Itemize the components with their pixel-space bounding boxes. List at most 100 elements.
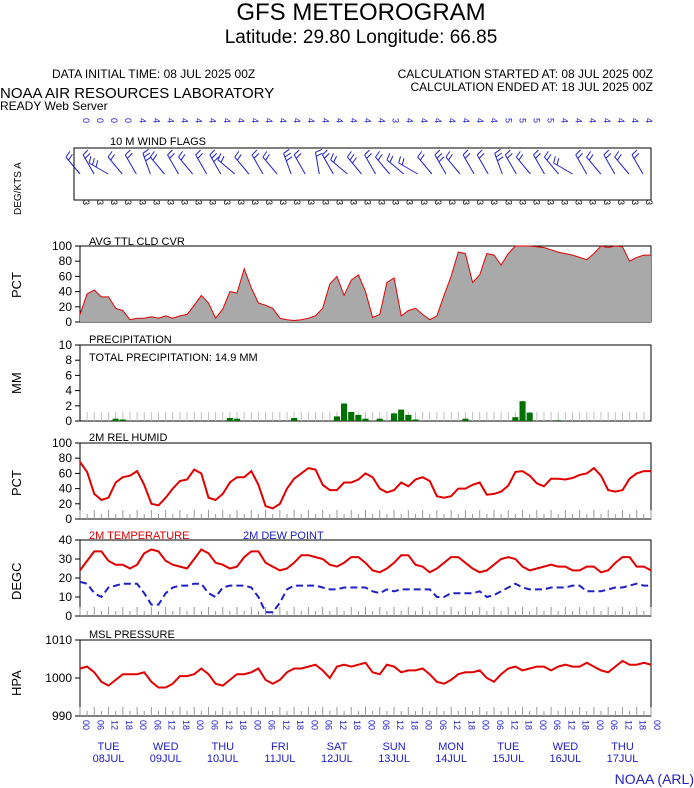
wind-barb-staff: [515, 156, 531, 175]
wind-barb-feather: [504, 149, 511, 156]
cloud-cover-line: [79, 245, 651, 322]
wind-barb-staff: [386, 159, 405, 175]
wind-top-label: 4: [334, 118, 344, 123]
wind-barb: [124, 149, 137, 175]
wind-barb: [445, 151, 461, 175]
wind-barb-feather: [438, 156, 445, 163]
wind-barb: [462, 149, 475, 175]
wind-top-label: 3: [391, 118, 401, 123]
wind-barb: [251, 149, 264, 175]
precip-ytick-label: 8: [65, 353, 72, 367]
x-hour-label: 18: [638, 720, 648, 730]
wind-barb: [195, 149, 208, 175]
wind-barb-feather: [575, 149, 581, 156]
wind-bottom-label: 3: [602, 200, 612, 205]
wind-barb-feather: [95, 160, 99, 168]
wind-barb-feather: [262, 151, 268, 158]
x-hour-label: 18: [581, 720, 591, 730]
wind-bottom-label: 3: [363, 200, 373, 205]
x-hour-label: 06: [495, 720, 505, 730]
wind-barb: [504, 149, 517, 175]
wind-barb-staff: [462, 154, 475, 175]
wind-bottom-label: 3: [546, 200, 556, 205]
wind-barb-feather: [142, 148, 149, 154]
wind-top-label: 0: [123, 118, 133, 123]
wind-barb-feather: [349, 154, 355, 161]
precip-ytick-label: 10: [59, 338, 73, 352]
temperature-line: [79, 548, 652, 574]
wind-top-label: 4: [447, 118, 457, 123]
wind-top-label: 4: [419, 118, 429, 123]
x-hour-label: 12: [224, 720, 234, 730]
wind-barb: [476, 149, 489, 175]
x-day-name: THU: [211, 741, 234, 753]
wind-barb-feather: [82, 149, 89, 156]
wind-barb-feather: [315, 152, 323, 157]
wind-bottom-label: 3: [461, 200, 471, 205]
pres-panel-frame: [79, 639, 652, 717]
precip-bar: [376, 418, 383, 421]
wind-top-label: 0: [95, 118, 105, 123]
x-day-date: 11JUL: [264, 753, 295, 765]
wind-barb-staff: [88, 162, 109, 175]
precip-panel-title: PRECIPITATION: [89, 334, 172, 346]
wind-barb-feather: [398, 156, 402, 164]
wind-bottom-label: 3: [222, 200, 232, 205]
x-hour-label: 06: [324, 720, 334, 730]
wind-barb-feather: [251, 149, 258, 156]
wind-barb-feather: [366, 153, 372, 159]
wind-barb-staff: [149, 156, 165, 175]
x-hour-label: 18: [124, 720, 134, 730]
wind-bottom-label: 3: [236, 200, 246, 205]
wind-bottom-label: 3: [264, 200, 274, 205]
rh-panel-frame: [79, 442, 652, 520]
wind-bottom-label: 3: [630, 200, 640, 205]
wind-barb-feather: [167, 149, 173, 156]
wind-barb-staff: [217, 159, 236, 175]
wind-top-label: 4: [208, 118, 218, 123]
wind-bottom-label: 3: [306, 200, 316, 205]
wind-bottom-label: 3: [644, 200, 654, 205]
wind-barb-feather: [209, 149, 216, 156]
wind-barb: [603, 149, 616, 175]
wind-top-label: 4: [377, 118, 387, 123]
pres-panel-title: MSL PRESSURE: [89, 629, 175, 641]
wind-bottom-label: 3: [475, 200, 485, 205]
wind-barb-feather: [377, 154, 383, 161]
precip-bar: [341, 403, 348, 421]
wind-barb: [386, 153, 405, 175]
pressure-line: [79, 659, 652, 689]
wind-barb-feather: [149, 151, 155, 158]
x-day-date: 08JUL: [93, 753, 125, 765]
wind-barb-feather: [616, 154, 622, 161]
wind-barb-feather: [478, 153, 485, 159]
rh-panel-ytick-label: 80: [59, 451, 73, 465]
precip-bar: [555, 420, 562, 421]
precip-bar: [526, 412, 533, 421]
calc-ended: CALCULATION ENDED AT: 18 JUL 2025 00Z: [410, 80, 653, 94]
wind-bottom-label: 3: [560, 200, 570, 205]
wind-barb-feather: [124, 149, 131, 156]
wind-barb-feather: [88, 156, 92, 164]
wind-top-label: 4: [151, 118, 161, 123]
wind-barb: [375, 151, 391, 175]
wind-barb-feather: [364, 149, 370, 156]
pres-panel-ytick-label: 1000: [45, 671, 72, 685]
x-hour-label: 06: [552, 720, 562, 730]
wind-barb: [614, 151, 630, 175]
x-hour-label: 00: [81, 720, 91, 730]
x-day-name: THU: [611, 741, 634, 753]
wind-barb-feather: [506, 153, 513, 159]
precipitation-panel: PRECIPITATION TOTAL PRECIPITATION: 14.9 …: [9, 334, 652, 428]
initial-time: DATA INITIAL TIME: 08 JUL 2025 00Z: [52, 67, 255, 81]
wind-bottom-label: 3: [503, 200, 513, 205]
wind-barb-staff: [533, 154, 545, 175]
wind-top-label: 4: [292, 118, 302, 123]
precip-ytick-label: 6: [65, 368, 72, 382]
wind-bottom-label: 3: [165, 200, 175, 205]
wind-top-label: 4: [194, 118, 204, 123]
x-hour-label: 06: [438, 720, 448, 730]
x-day-name: TUE: [497, 741, 519, 753]
